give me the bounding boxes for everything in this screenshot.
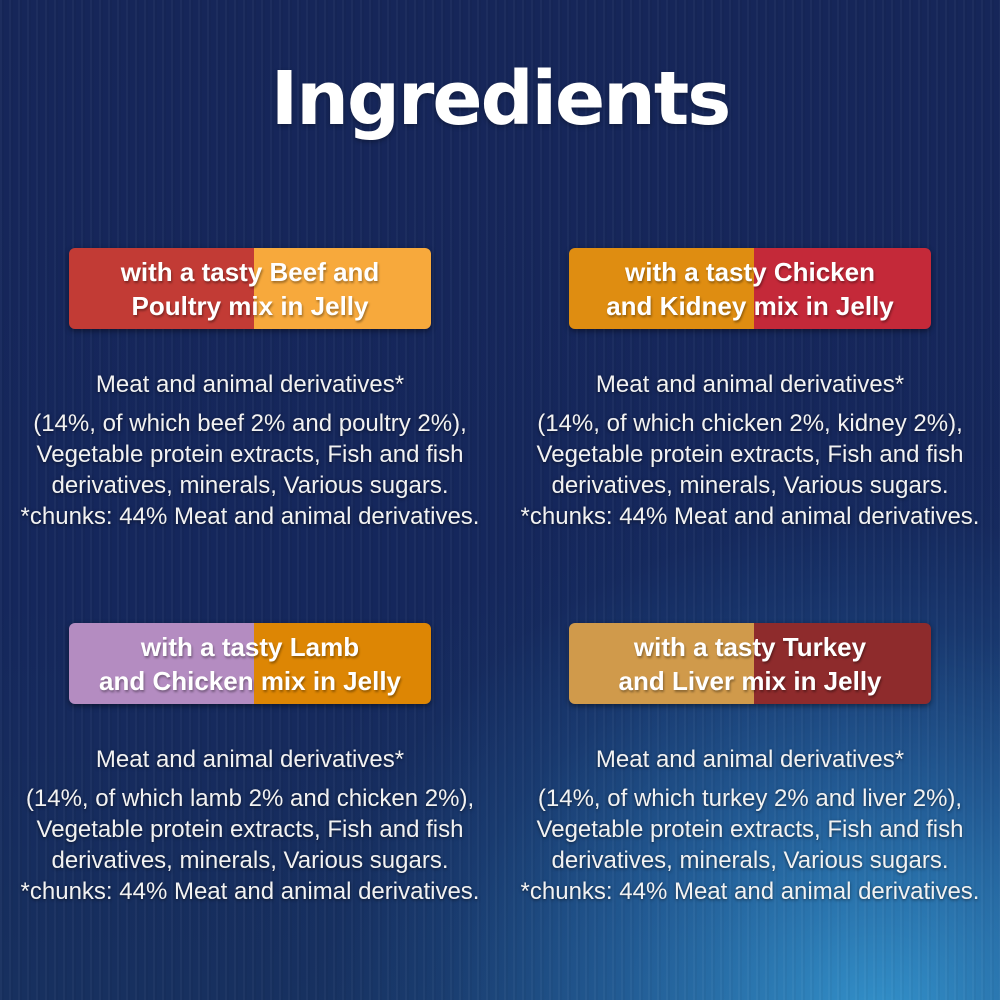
ingredients-line: *chunks: 44% Meat and animal derivatives… [520, 878, 980, 905]
ingredients-line: Meat and animal derivatives* [95, 746, 405, 773]
banner-text-line1: with a tasty Turkey [633, 631, 867, 662]
variant-panel-chicken-kidney: with a tasty Chicken and Kidney mix in J… [500, 248, 1000, 532]
ingredients-line: Vegetable protein extracts, Fish and fis… [36, 441, 464, 468]
banner-right-color-swatch [753, 248, 931, 329]
page-title: Ingredients [270, 56, 732, 142]
ingredients-line: derivatives, minerals, Various sugars. [551, 847, 949, 874]
banner-text-line2: and Chicken mix in Jelly [99, 665, 401, 696]
ingredients-text-turkey-liver: Meat and animal derivatives* (14%, of wh… [500, 744, 1000, 907]
ingredients-line: (14%, of which turkey 2% and liver 2%), [537, 785, 963, 812]
banner-left-color-swatch [69, 248, 254, 329]
banner-right-color-swatch [753, 623, 931, 704]
ingredients-line: (14%, of which lamb 2% and chicken 2%), [25, 785, 475, 812]
variant-panel-lamb-chicken: with a tasty Lamb and Chicken mix in Jel… [0, 623, 500, 907]
ingredients-line: (14%, of which chicken 2%, kidney 2%), [537, 410, 963, 437]
ingredients-line: *chunks: 44% Meat and animal derivatives… [20, 503, 480, 530]
banner-right-color-swatch [253, 248, 431, 329]
ingredients-line: derivatives, minerals, Various sugars. [51, 472, 449, 499]
banner-text-line2: Poultry mix in Jelly [131, 290, 369, 321]
variant-banner-turkey-liver: with a tasty Turkey and Liver mix in Jel… [569, 623, 931, 704]
variant-panel-turkey-liver: with a tasty Turkey and Liver mix in Jel… [500, 623, 1000, 907]
banner-text-line2: and Kidney mix in Jelly [606, 290, 894, 321]
ingredients-line: Meat and animal derivatives* [595, 746, 905, 773]
ingredients-line: (14%, of which beef 2% and poultry 2%), [33, 410, 467, 437]
banner-right-color-swatch [253, 623, 431, 704]
variant-banner-chicken-kidney: with a tasty Chicken and Kidney mix in J… [569, 248, 931, 329]
ingredients-line: derivatives, minerals, Various sugars. [551, 472, 949, 499]
ingredients-line: Vegetable protein extracts, Fish and fis… [536, 816, 964, 843]
banner-left-color-swatch [569, 248, 754, 329]
banner-text-line1: with a tasty Chicken [625, 256, 875, 287]
ingredients-line: *chunks: 44% Meat and animal derivatives… [20, 878, 480, 905]
banner-text-line1: with a tasty Beef and [120, 256, 380, 287]
banner-left-color-swatch [69, 623, 254, 704]
ingredients-line: Meat and animal derivatives* [595, 371, 905, 398]
ingredients-text-lamb-chicken: Meat and animal derivatives* (14%, of wh… [0, 744, 500, 907]
ingredients-line: Meat and animal derivatives* [95, 371, 405, 398]
ingredients-text-chicken-kidney: Meat and animal derivatives* (14%, of wh… [500, 369, 1000, 532]
banner-text-line2: and Liver mix in Jelly [618, 665, 882, 696]
ingredients-line: Vegetable protein extracts, Fish and fis… [536, 441, 964, 468]
variant-panel-beef-poultry: with a tasty Beef and Poultry mix in Jel… [0, 248, 500, 532]
ingredients-text-beef-poultry: Meat and animal derivatives* (14%, of wh… [0, 369, 500, 532]
ingredients-line: derivatives, minerals, Various sugars. [51, 847, 449, 874]
banner-text-line1: with a tasty Lamb [140, 631, 360, 662]
variant-banner-beef-poultry: with a tasty Beef and Poultry mix in Jel… [69, 248, 431, 329]
banner-left-color-swatch [569, 623, 754, 704]
variant-banner-lamb-chicken: with a tasty Lamb and Chicken mix in Jel… [69, 623, 431, 704]
ingredients-line: Vegetable protein extracts, Fish and fis… [36, 816, 464, 843]
ingredients-line: *chunks: 44% Meat and animal derivatives… [520, 503, 980, 530]
